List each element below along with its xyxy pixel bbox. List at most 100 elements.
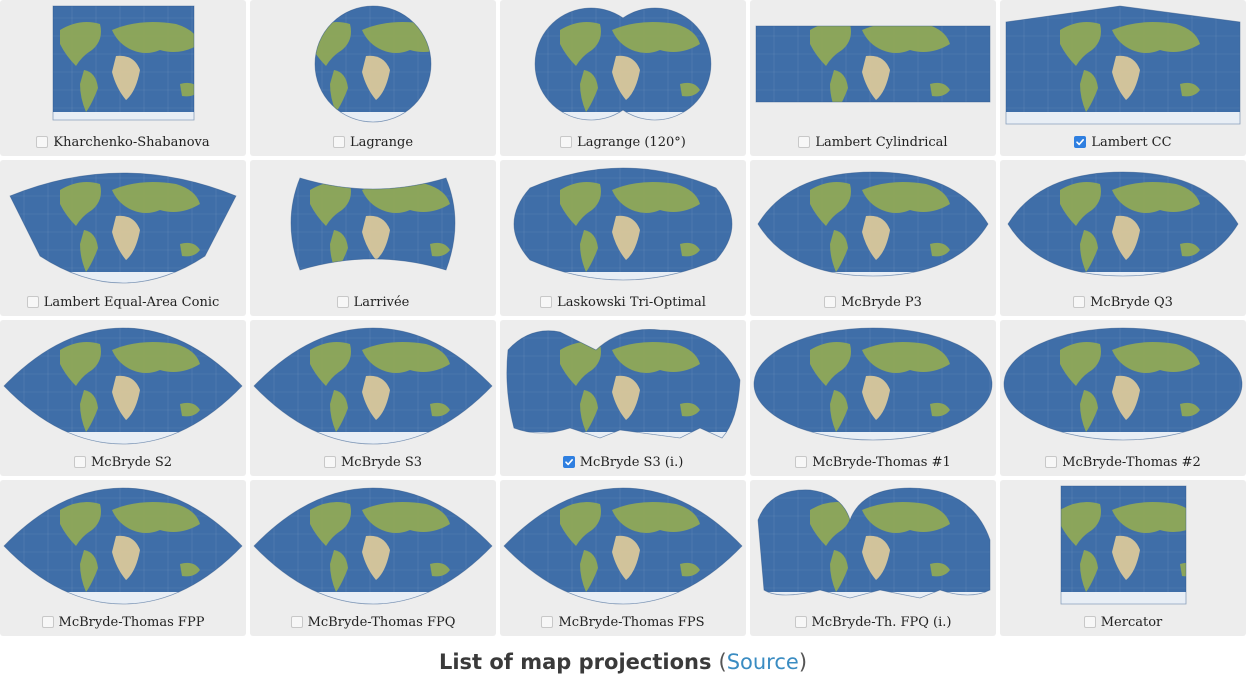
projection-caption: McBryde Q3 bbox=[1000, 293, 1246, 311]
world-map-thumbnail bbox=[1000, 480, 1246, 610]
world-map-thumbnail bbox=[250, 0, 496, 130]
projection-label: McBryde Q3 bbox=[1090, 294, 1173, 310]
world-map-image bbox=[290, 177, 456, 271]
world-map-image bbox=[1060, 485, 1187, 605]
projection-label: Lagrange (120°) bbox=[577, 134, 686, 150]
projection-tile[interactable]: McBryde Q3 bbox=[1000, 160, 1246, 316]
projection-tile[interactable]: McBryde-Thomas #2 bbox=[1000, 320, 1246, 476]
projection-label: Lambert Equal-Area Conic bbox=[43, 294, 220, 310]
world-map-thumbnail bbox=[750, 0, 996, 130]
checkbox[interactable] bbox=[1083, 616, 1096, 628]
world-map-thumbnail bbox=[750, 480, 996, 610]
checkbox[interactable] bbox=[73, 456, 86, 468]
projection-tile[interactable]: Lagrange (120°) bbox=[500, 0, 746, 156]
caption-close-paren: ) bbox=[798, 650, 808, 674]
projection-caption: Lambert Equal-Area Conic bbox=[0, 293, 246, 311]
projection-tile[interactable]: Larrivée bbox=[250, 160, 496, 316]
projection-caption: Lagrange bbox=[250, 133, 496, 151]
checkbox[interactable] bbox=[41, 616, 54, 628]
projection-caption: McBryde-Thomas #2 bbox=[1000, 453, 1246, 471]
checkbox[interactable] bbox=[1073, 296, 1086, 308]
projection-caption: Lagrange (120°) bbox=[500, 133, 746, 151]
projection-caption: McBryde P3 bbox=[750, 293, 996, 311]
projection-tile[interactable]: McBryde S3 bbox=[250, 320, 496, 476]
projection-label: Mercator bbox=[1100, 614, 1163, 630]
checkbox[interactable] bbox=[795, 456, 808, 468]
world-map-thumbnail bbox=[1000, 0, 1246, 130]
projection-tile[interactable]: Lambert Cylindrical bbox=[750, 0, 996, 156]
checkbox-checked[interactable] bbox=[562, 456, 575, 468]
caption-open-paren: ( bbox=[718, 650, 727, 674]
checkbox[interactable] bbox=[794, 616, 807, 628]
projection-tile[interactable]: McBryde S2 bbox=[0, 320, 246, 476]
projection-caption: McBryde S2 bbox=[0, 453, 246, 471]
checkmark-icon bbox=[564, 459, 573, 466]
world-map-image bbox=[52, 5, 195, 121]
world-map-thumbnail bbox=[250, 320, 496, 450]
world-map-thumbnail bbox=[250, 160, 496, 290]
world-map-thumbnail bbox=[0, 160, 246, 290]
world-map-thumbnail bbox=[500, 160, 746, 290]
checkbox[interactable] bbox=[560, 136, 573, 148]
world-map-image bbox=[253, 327, 493, 445]
projection-tile[interactable]: Kharchenko-Shabanova bbox=[0, 0, 246, 156]
checkbox-checked[interactable] bbox=[1074, 136, 1087, 148]
projection-label: McBryde S2 bbox=[90, 454, 173, 470]
projection-grid: Kharchenko-Shabanova Lagrange Lagrange (12… bbox=[0, 0, 1246, 636]
world-map-image bbox=[1007, 171, 1239, 277]
world-map-thumbnail bbox=[0, 0, 246, 130]
checkbox[interactable] bbox=[1045, 456, 1058, 468]
projection-tile[interactable]: McBryde-Thomas FPS bbox=[500, 480, 746, 636]
world-map-image bbox=[506, 329, 741, 439]
projection-caption: Lambert Cylindrical bbox=[750, 133, 996, 151]
checkbox[interactable] bbox=[541, 616, 554, 628]
projection-tile[interactable]: McBryde S3 (i.) bbox=[500, 320, 746, 476]
checkbox[interactable] bbox=[323, 456, 336, 468]
projection-caption: McBryde-Thomas FPQ bbox=[250, 613, 496, 631]
projection-tile[interactable]: Lagrange bbox=[250, 0, 496, 156]
checkbox[interactable] bbox=[26, 296, 39, 308]
projection-label: Lambert CC bbox=[1091, 134, 1172, 150]
world-map-thumbnail bbox=[1000, 320, 1246, 450]
checkbox[interactable] bbox=[798, 136, 811, 148]
projection-tile[interactable]: Lambert CC bbox=[1000, 0, 1246, 156]
checkbox[interactable] bbox=[540, 296, 553, 308]
projection-label: McBryde-Th. FPQ (i.) bbox=[811, 614, 952, 630]
projection-tile[interactable]: Laskowski Tri-Optimal bbox=[500, 160, 746, 316]
checkbox[interactable] bbox=[36, 136, 49, 148]
projection-label: McBryde S3 (i.) bbox=[579, 454, 684, 470]
projection-label: McBryde-Thomas #1 bbox=[812, 454, 951, 470]
projection-tile[interactable]: McBryde-Thomas FPP bbox=[0, 480, 246, 636]
projection-tile[interactable]: McBryde-Thomas FPQ bbox=[250, 480, 496, 636]
projection-tile[interactable]: McBryde-Thomas #1 bbox=[750, 320, 996, 476]
projection-label: McBryde P3 bbox=[841, 294, 922, 310]
projection-caption: McBryde-Th. FPQ (i.) bbox=[750, 613, 996, 631]
projection-caption: McBryde-Thomas FPS bbox=[500, 613, 746, 631]
projection-caption: Larrivée bbox=[250, 293, 496, 311]
projection-label: Lambert Cylindrical bbox=[815, 134, 948, 150]
world-map-image bbox=[753, 327, 993, 441]
projection-caption: Kharchenko-Shabanova bbox=[0, 133, 246, 151]
caption-title: List of map projections bbox=[438, 650, 712, 674]
projection-tile[interactable]: Lambert Equal-Area Conic bbox=[0, 160, 246, 316]
projection-tile[interactable]: McBryde P3 bbox=[750, 160, 996, 316]
checkbox[interactable] bbox=[290, 616, 303, 628]
world-map-image bbox=[253, 487, 493, 605]
projection-caption: Lambert CC bbox=[1000, 133, 1246, 151]
projection-tile[interactable]: McBryde-Th. FPQ (i.) bbox=[750, 480, 996, 636]
projection-caption: Laskowski Tri-Optimal bbox=[500, 293, 746, 311]
projection-label: Laskowski Tri-Optimal bbox=[557, 294, 706, 310]
source-link[interactable]: Source bbox=[726, 650, 799, 674]
world-map-thumbnail bbox=[0, 320, 246, 450]
checkbox[interactable] bbox=[332, 136, 345, 148]
projection-label: McBryde-Thomas FPS bbox=[558, 614, 705, 630]
projection-label: McBryde-Thomas #2 bbox=[1062, 454, 1201, 470]
checkmark-icon bbox=[1076, 139, 1085, 146]
checkbox[interactable] bbox=[336, 296, 349, 308]
world-map-image bbox=[534, 7, 712, 121]
world-map-thumbnail bbox=[1000, 160, 1246, 290]
projection-tile[interactable]: Mercator bbox=[1000, 480, 1246, 636]
world-map-image bbox=[3, 487, 243, 605]
checkbox[interactable] bbox=[824, 296, 837, 308]
world-map-image bbox=[9, 172, 237, 284]
